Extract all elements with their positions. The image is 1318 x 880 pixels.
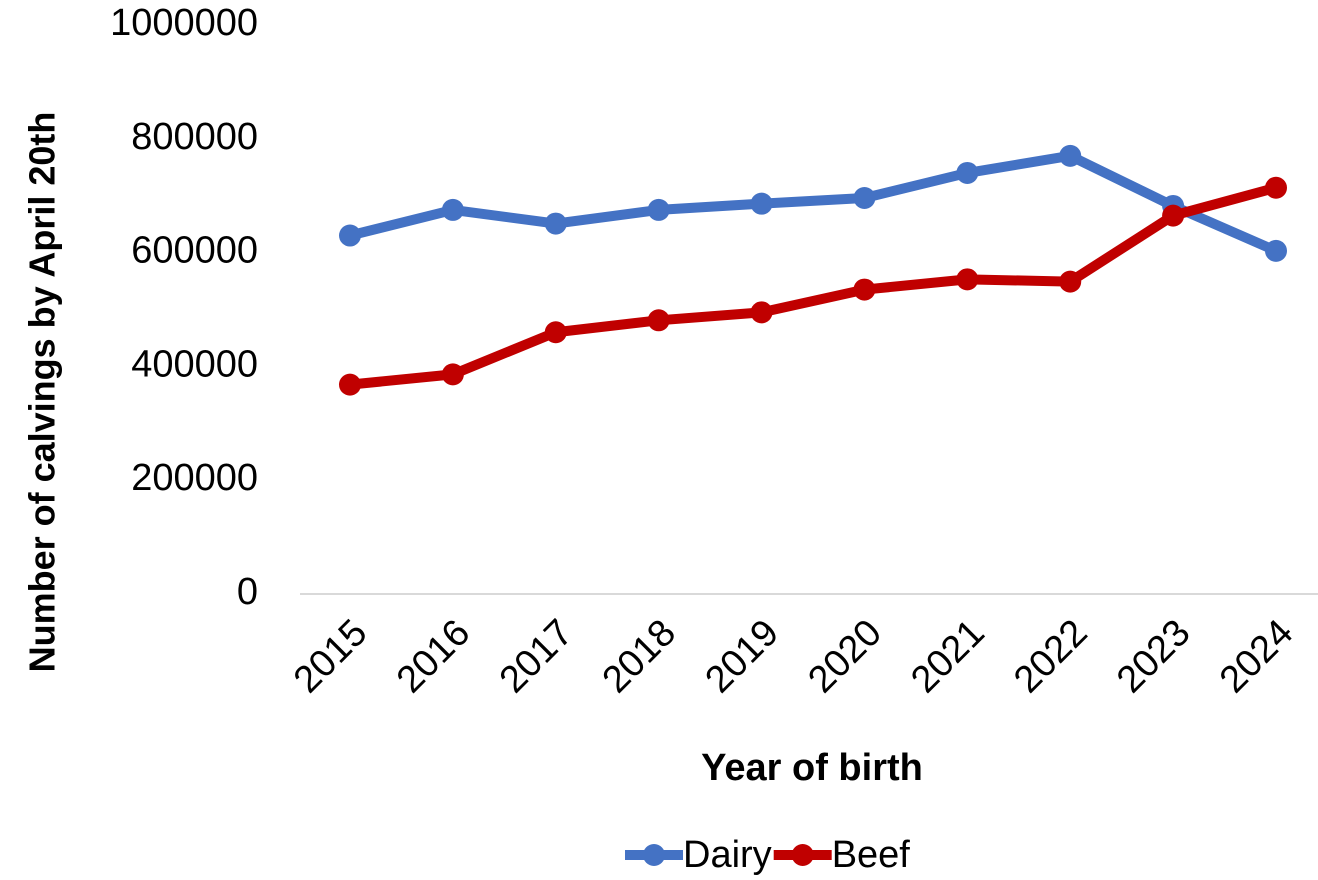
- data-point: [853, 278, 876, 301]
- data-point: [647, 309, 670, 332]
- legend-swatch-marker: [791, 844, 814, 866]
- legend-swatch-marker: [643, 844, 665, 866]
- y-tick-label: 200000: [131, 457, 258, 499]
- legend-label: Beef: [832, 834, 911, 876]
- x-tick-label: 2021: [903, 612, 992, 701]
- x-tick-label: 2023: [1109, 612, 1198, 701]
- x-tick-label: 2022: [1006, 612, 1095, 701]
- data-point: [956, 161, 979, 184]
- legend-label: Dairy: [683, 834, 772, 876]
- data-point: [1059, 144, 1082, 167]
- x-tick-label: 2024: [1212, 612, 1301, 701]
- data-point: [956, 268, 979, 291]
- data-point: [750, 192, 773, 215]
- x-tick-label: 2018: [595, 612, 684, 701]
- y-tick-label: 600000: [131, 230, 258, 272]
- data-point: [544, 321, 567, 344]
- data-point: [339, 224, 361, 247]
- y-tick-label: 800000: [131, 116, 258, 158]
- data-point: [1162, 204, 1185, 227]
- data-point: [339, 373, 361, 396]
- x-tick-label: 2019: [698, 612, 787, 701]
- x-tick-label: 2015: [286, 612, 375, 701]
- x-axis-label: Year of birth: [701, 747, 923, 789]
- data-point: [441, 198, 464, 221]
- data-point: [441, 363, 464, 386]
- data-point: [1265, 239, 1287, 262]
- y-tick-label: 400000: [131, 343, 258, 385]
- data-point: [544, 212, 567, 235]
- y-tick-label: 0: [237, 571, 258, 613]
- series-line: [348, 150, 1279, 256]
- y-axis-label: Number of calvings by April 20th: [22, 112, 63, 673]
- x-tick-label: 2020: [800, 612, 889, 701]
- data-point: [647, 198, 670, 221]
- data-point: [750, 301, 773, 324]
- y-tick-label: 1000000: [110, 2, 258, 44]
- data-point: [853, 186, 876, 209]
- x-tick-label: 2016: [389, 612, 478, 701]
- series-line: [349, 182, 1278, 390]
- data-point: [1265, 176, 1287, 199]
- data-point: [1059, 270, 1082, 293]
- x-tick-label: 2017: [492, 612, 581, 701]
